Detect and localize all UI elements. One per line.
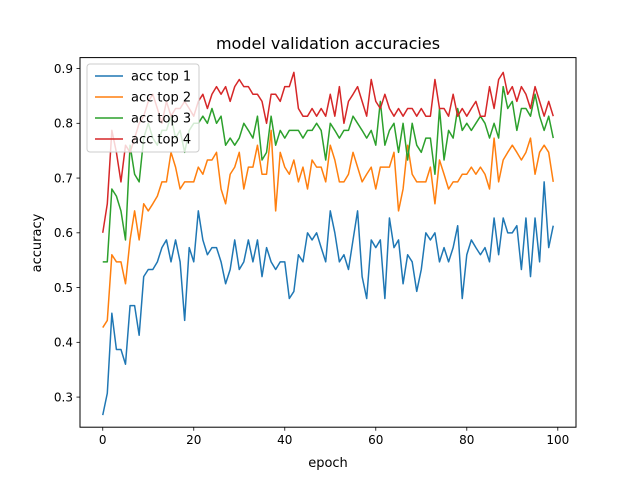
x-tick-label: 80 [459, 433, 474, 447]
y-tick-label: 0.4 [54, 336, 73, 350]
x-tick-label: 60 [368, 433, 383, 447]
y-tick-label: 0.6 [54, 226, 73, 240]
y-tick-label: 0.5 [54, 281, 73, 295]
legend-label: acc top 1 [131, 70, 191, 85]
y-axis-label: accuracy [30, 213, 45, 272]
x-tick-label: 0 [99, 433, 107, 447]
x-tick-label: 20 [186, 433, 201, 447]
y-tick-label: 0.8 [54, 117, 73, 131]
chart-title: model validation accuracies [216, 34, 440, 53]
y-tick-label: 0.7 [54, 171, 73, 185]
y-axis: 0.3 0.4 0.5 0.6 0.7 0.8 0.9 [54, 62, 80, 404]
x-tick-label: 100 [546, 433, 569, 447]
x-axis: 0 20 40 60 80 100 [99, 427, 569, 447]
legend: acc top 1 acc top 2 acc top 3 acc top 4 [86, 63, 200, 153]
x-axis-label: epoch [308, 456, 348, 471]
y-tick-label: 0.3 [54, 390, 73, 404]
legend-label: acc top 2 [131, 91, 191, 106]
legend-label: acc top 3 [131, 112, 191, 127]
legend-box [86, 63, 200, 153]
series-line-acc-top-1 [102, 181, 554, 416]
series-line-acc-top-2 [102, 129, 554, 328]
y-tick-label: 0.9 [54, 62, 73, 76]
x-tick-label: 40 [277, 433, 292, 447]
axes-frame [79, 57, 577, 428]
legend-label: acc top 4 [131, 133, 191, 148]
